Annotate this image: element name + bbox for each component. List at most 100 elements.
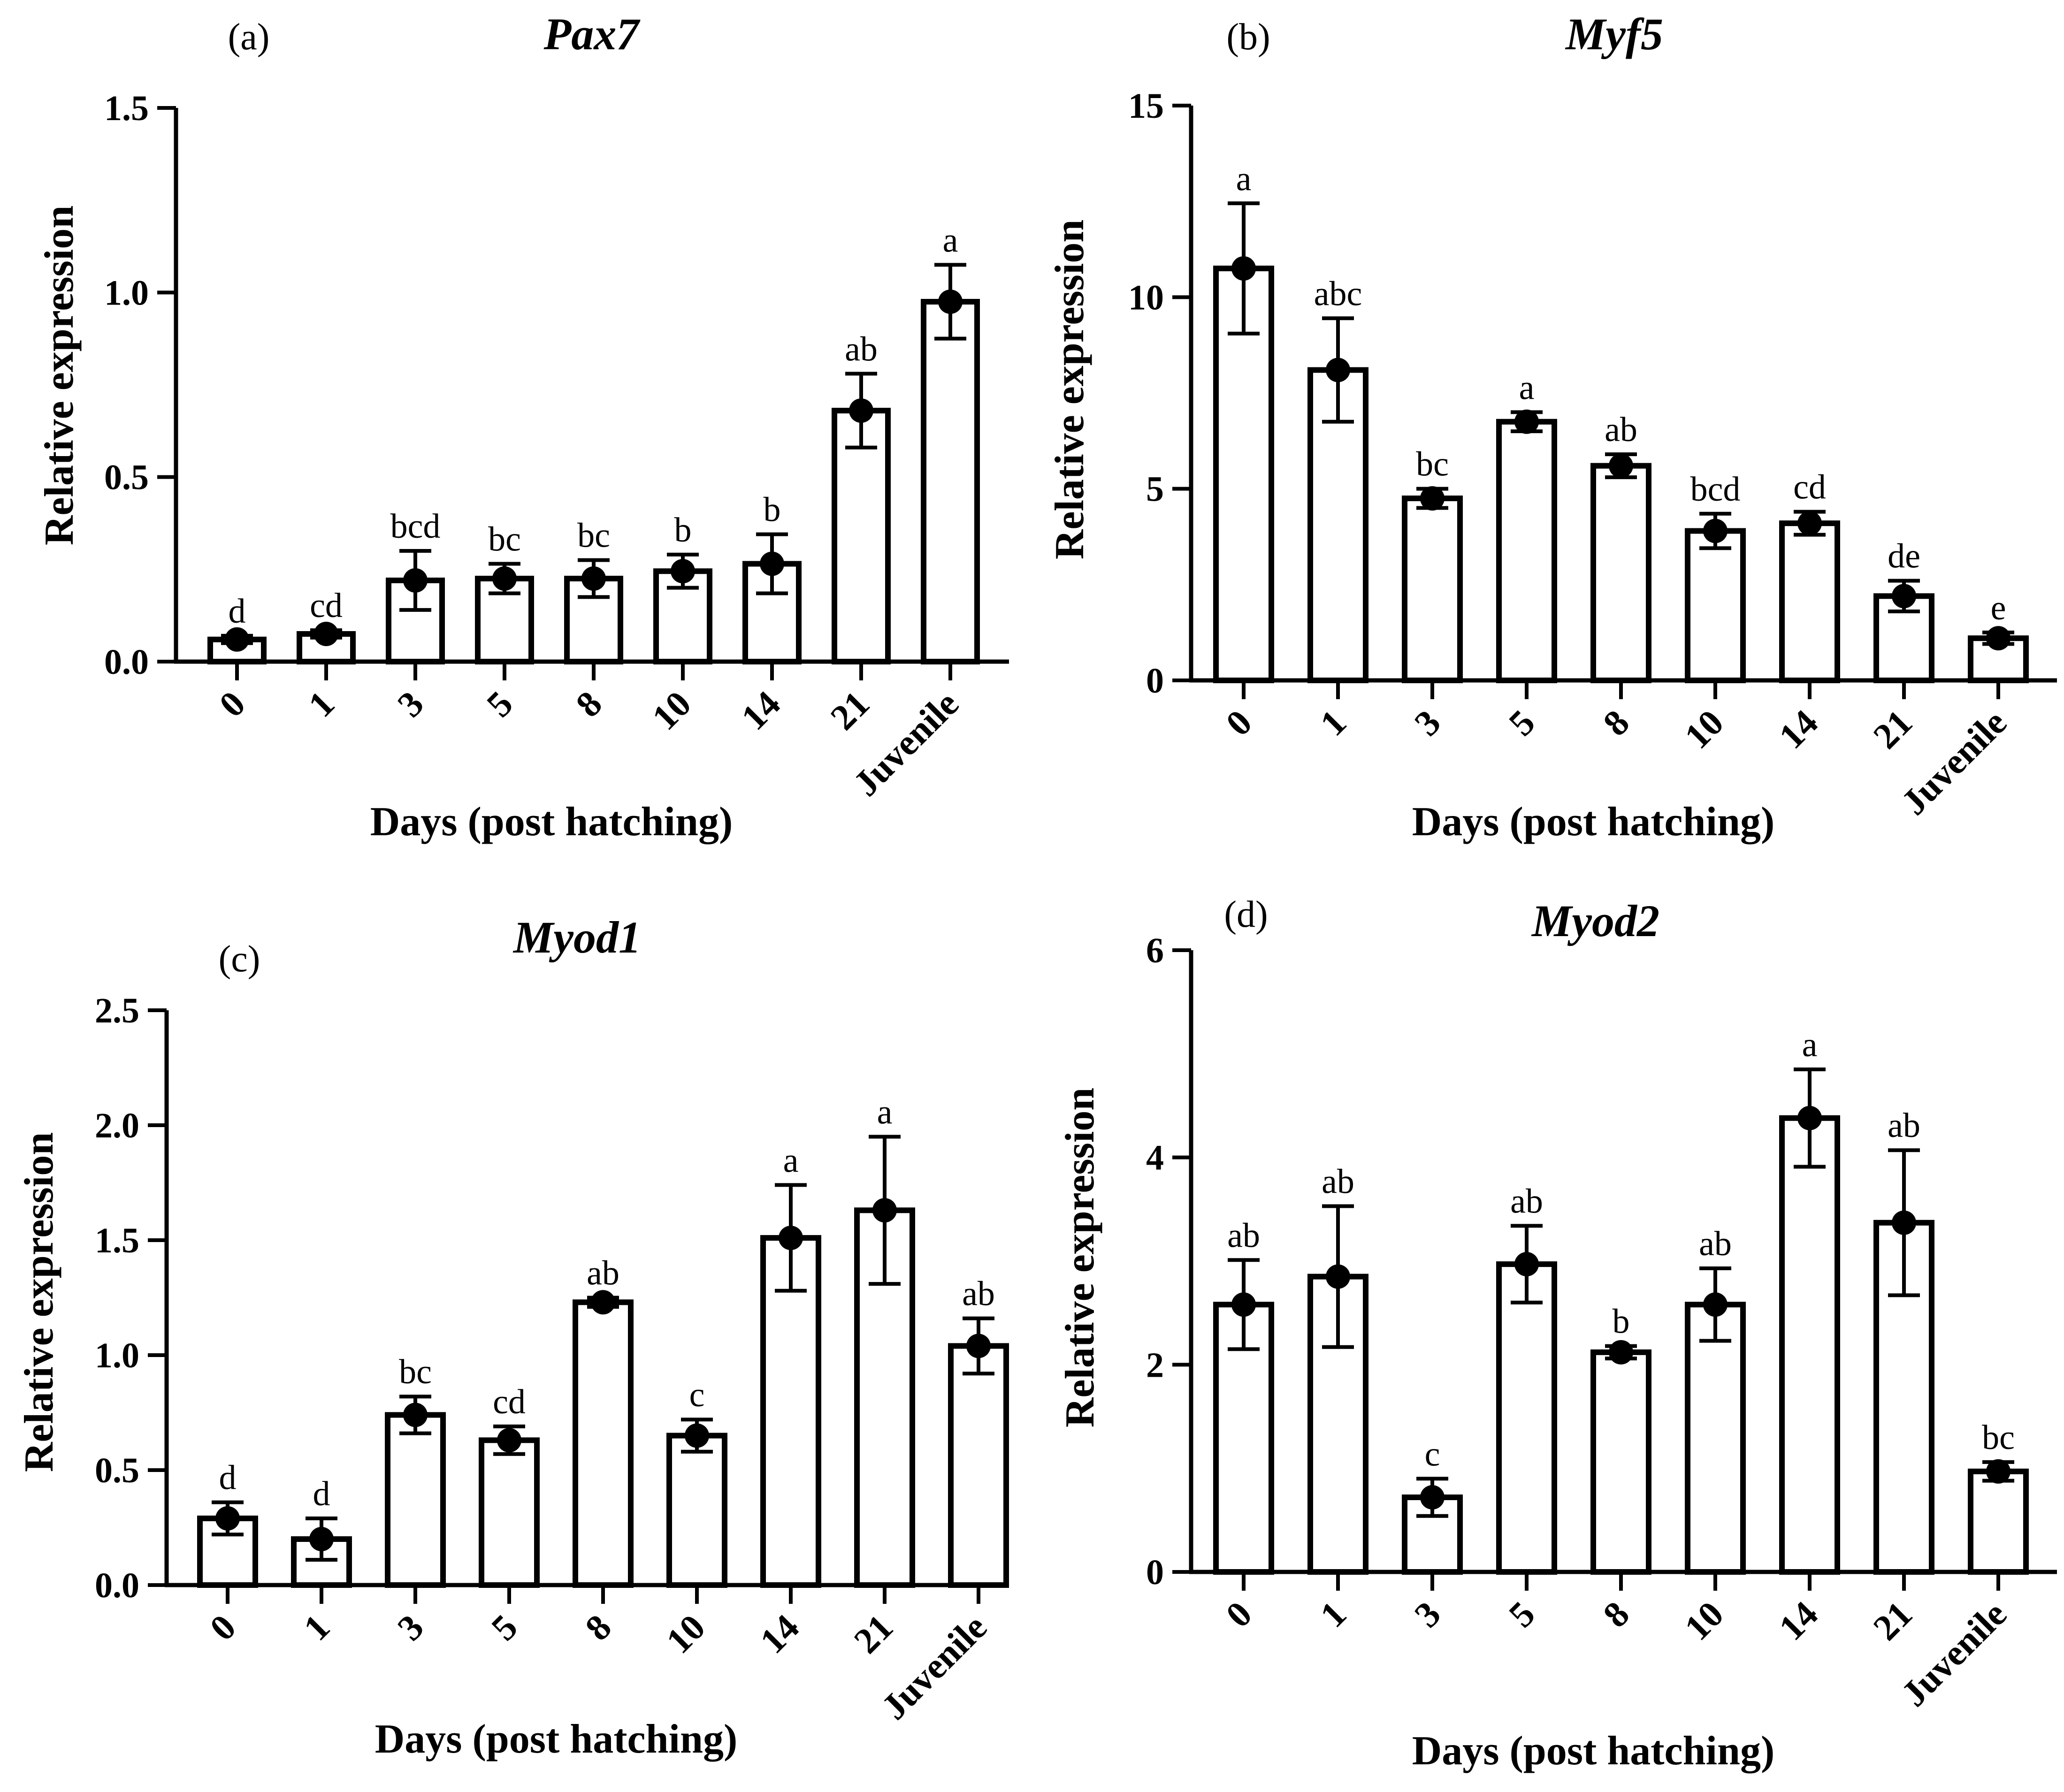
x-tick-label: 21 xyxy=(1865,1594,1920,1648)
y-tick-label: 2.5 xyxy=(95,991,139,1030)
mean-point xyxy=(849,398,873,423)
x-tick-label: 3 xyxy=(1407,702,1448,744)
significance-label: c xyxy=(1425,1435,1440,1473)
x-tick-label: 1 xyxy=(296,1607,337,1648)
significance-label: a xyxy=(783,1141,799,1180)
significance-label: ab xyxy=(587,1254,619,1293)
mean-point xyxy=(403,568,428,593)
mean-point xyxy=(1420,486,1445,511)
y-tick-label: 15 xyxy=(1128,86,1164,126)
significance-label: cd xyxy=(1793,468,1826,507)
y-axis-title: Relative expression xyxy=(16,1132,62,1472)
bar xyxy=(1590,463,1651,684)
x-tick-label: 14 xyxy=(733,683,788,738)
x-axis-title: Days (post hatching) xyxy=(1412,799,1775,845)
bar xyxy=(666,1433,727,1588)
significance-label: bc xyxy=(577,517,610,555)
significance-label: cd xyxy=(310,587,343,625)
mean-point xyxy=(1420,1485,1445,1510)
chart-title: Myod2 xyxy=(1531,896,1659,946)
bar xyxy=(1685,528,1746,683)
panel-letter: (d) xyxy=(1224,894,1268,935)
significance-label: a xyxy=(1802,1026,1818,1064)
significance-label: cd xyxy=(493,1383,526,1421)
significance-label: e xyxy=(1991,589,2006,627)
bar xyxy=(1779,1115,1840,1575)
mean-point xyxy=(872,1198,897,1223)
mean-point xyxy=(685,1423,709,1448)
mean-point xyxy=(1514,1252,1539,1277)
y-tick-label: 0.0 xyxy=(104,642,149,682)
x-tick-label: Juvenile xyxy=(873,1607,994,1728)
mean-point xyxy=(1986,1459,2010,1484)
x-tick-label: 1 xyxy=(300,683,342,725)
x-axis-title: Days (post hatching) xyxy=(1412,1728,1775,1774)
significance-label: a xyxy=(877,1093,893,1132)
bar xyxy=(1402,496,1463,684)
significance-label: abc xyxy=(1314,275,1362,313)
bar xyxy=(1496,419,1557,683)
mean-point xyxy=(215,1506,240,1531)
chart-panel-a: (a) Pax7 0.0 0.5 1.0 1.5 Relative expression Da… xyxy=(37,9,1009,845)
mean-point xyxy=(1703,519,1728,543)
x-tick-label: 0 xyxy=(202,1607,244,1648)
panel-letter: (c) xyxy=(219,938,260,980)
significance-label: d xyxy=(313,1475,330,1513)
mean-point xyxy=(1326,1264,1350,1289)
significance-label: de xyxy=(1888,537,1920,576)
bar xyxy=(1590,1349,1651,1575)
significance-label: bc xyxy=(1416,445,1449,484)
y-tick-label: 1.0 xyxy=(95,1336,139,1375)
significance-label: a xyxy=(943,221,958,259)
significance-label: d xyxy=(229,592,246,631)
significance-label: b xyxy=(1613,1303,1630,1341)
significance-label: bcd xyxy=(1690,470,1741,509)
significance-label: bc xyxy=(1982,1418,2015,1457)
chart-panel-d: (d) Myod2 0 2 4 6 Relative expression Days (pos… xyxy=(1057,894,2057,1774)
x-tick-label: 5 xyxy=(1501,1594,1543,1635)
bar xyxy=(1496,1261,1557,1575)
bar xyxy=(1968,1468,2029,1575)
x-tick-label: 14 xyxy=(752,1607,807,1662)
significance-label: ab xyxy=(845,330,878,368)
mean-point xyxy=(1231,256,1256,281)
y-tick-label: 10 xyxy=(1128,278,1164,317)
chart-title: Myod1 xyxy=(512,912,641,962)
x-tick-label: 10 xyxy=(1676,1594,1731,1648)
significance-label: bc xyxy=(399,1353,432,1391)
x-tick-label: 10 xyxy=(644,683,699,738)
y-tick-label: 1.5 xyxy=(95,1221,139,1260)
x-tick-label: 5 xyxy=(483,1607,525,1648)
x-tick-label: 8 xyxy=(1595,1594,1637,1635)
x-tick-label: 0 xyxy=(211,683,253,725)
mean-point xyxy=(966,1334,991,1358)
bar xyxy=(479,1437,540,1588)
mean-point xyxy=(225,627,249,652)
bar xyxy=(948,1343,1009,1588)
y-tick-label: 2.0 xyxy=(95,1106,139,1145)
x-tick-label: 10 xyxy=(658,1607,713,1662)
panel-letter: (a) xyxy=(228,16,270,58)
significance-label: b xyxy=(764,491,781,529)
y-tick-label: 0.0 xyxy=(95,1566,139,1605)
y-tick-label: 2 xyxy=(1146,1345,1164,1385)
y-tick-label: 6 xyxy=(1146,931,1164,970)
significance-label: c xyxy=(689,1376,705,1414)
mean-point xyxy=(1892,1210,1916,1235)
mean-point xyxy=(938,290,963,314)
mean-point xyxy=(591,1290,615,1315)
significance-label: ab xyxy=(1888,1106,1920,1145)
significance-label: ab xyxy=(1605,411,1637,449)
x-tick-label: 14 xyxy=(1771,702,1826,757)
mean-point xyxy=(581,566,606,591)
bar xyxy=(573,1299,634,1588)
significance-label: b xyxy=(674,511,692,549)
x-tick-label: 21 xyxy=(822,683,877,738)
mean-point xyxy=(1514,409,1539,434)
y-tick-label: 1.5 xyxy=(104,89,149,128)
x-tick-label: 21 xyxy=(846,1607,901,1662)
x-tick-label: 10 xyxy=(1676,702,1731,757)
mean-point xyxy=(1892,584,1916,609)
mean-point xyxy=(760,551,784,576)
